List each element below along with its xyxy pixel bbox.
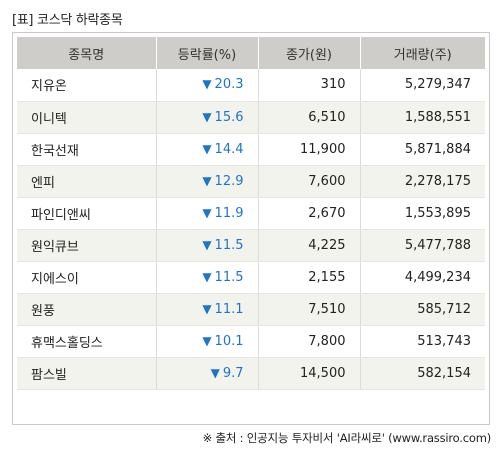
change-rate-value: 14.4 bbox=[214, 141, 244, 157]
change-rate-value: 20.3 bbox=[214, 77, 244, 93]
change-rate-value: 11.9 bbox=[214, 205, 244, 221]
stock-name: 지에스이 bbox=[17, 261, 157, 294]
stock-name: 원익큐브 bbox=[17, 229, 157, 262]
close-price: 310 bbox=[258, 69, 361, 102]
change-rate-value: 11.1 bbox=[214, 301, 244, 317]
stock-name: 파인디앤씨 bbox=[17, 197, 157, 230]
close-price: 4,225 bbox=[258, 229, 361, 262]
table-frame bbox=[12, 32, 490, 425]
column-header-name: 종목명 bbox=[17, 37, 157, 69]
table-body: 지유온 ▼ 20.3 310 5,279,347 이니텍 ▼ 15.6 6,510 1,588,5… bbox=[17, 69, 485, 390]
change-rate: ▼ 11.1 bbox=[156, 293, 259, 326]
trade-volume: 5,477,788 bbox=[360, 229, 485, 262]
change-rate: ▼ 11.5 bbox=[156, 229, 259, 262]
down-triangle-icon: ▼ bbox=[202, 173, 212, 188]
down-triangle-icon: ▼ bbox=[202, 77, 212, 92]
change-rate: ▼ 10.1 bbox=[156, 325, 259, 358]
stock-name: 팜스빌 bbox=[17, 357, 157, 390]
page-title: [표] 코스닥 하락종목 bbox=[12, 13, 123, 28]
close-price: 7,800 bbox=[258, 325, 361, 358]
close-price: 7,600 bbox=[258, 165, 361, 198]
change-rate-value: 9.7 bbox=[222, 365, 244, 381]
change-rate-value: 10.1 bbox=[214, 333, 244, 349]
stock-name: 한국선재 bbox=[17, 133, 157, 166]
change-rate-value: 11.5 bbox=[214, 269, 244, 285]
stock-name: 휴맥스홀딩스 bbox=[17, 325, 157, 358]
stock-name: 엔피 bbox=[17, 165, 157, 198]
down-triangle-icon: ▼ bbox=[202, 301, 212, 316]
table-row: 원풍 ▼ 11.1 7,510 585,712 bbox=[17, 293, 485, 326]
change-rate: ▼ 9.7 bbox=[156, 357, 259, 390]
table-row: 팜스빌 ▼ 9.7 14,500 582,154 bbox=[17, 357, 485, 390]
table-row: 한국선재 ▼ 14.4 11,900 5,871,884 bbox=[17, 133, 485, 166]
trade-volume: 513,743 bbox=[360, 325, 485, 358]
table-row: 원익큐브 ▼ 11.5 4,225 5,477,788 bbox=[17, 229, 485, 262]
change-rate-value: 12.9 bbox=[214, 173, 244, 189]
change-rate: ▼ 14.4 bbox=[156, 133, 259, 166]
trade-volume: 2,278,175 bbox=[360, 165, 485, 198]
table-row: 이니텍 ▼ 15.6 6,510 1,588,551 bbox=[17, 101, 485, 134]
down-triangle-icon: ▼ bbox=[202, 109, 212, 124]
down-triangle-icon: ▼ bbox=[202, 141, 212, 156]
trade-volume: 5,279,347 bbox=[360, 69, 485, 102]
change-rate-value: 11.5 bbox=[214, 237, 244, 253]
stock-name: 이니텍 bbox=[17, 101, 157, 134]
stock-name: 원풍 bbox=[17, 293, 157, 326]
close-price: 11,900 bbox=[258, 133, 361, 166]
trade-volume: 4,499,234 bbox=[360, 261, 485, 294]
trade-volume: 585,712 bbox=[360, 293, 485, 326]
table-row: 휴맥스홀딩스 ▼ 10.1 7,800 513,743 bbox=[17, 325, 485, 358]
down-triangle-icon: ▼ bbox=[202, 333, 212, 348]
change-rate: ▼ 15.6 bbox=[156, 101, 259, 134]
column-header-price: 종가(원) bbox=[258, 37, 361, 69]
close-price: 7,510 bbox=[258, 293, 361, 326]
change-rate-value: 15.6 bbox=[214, 109, 244, 125]
stock-name: 지유온 bbox=[17, 69, 157, 102]
trade-volume: 1,553,895 bbox=[360, 197, 485, 230]
change-rate: ▼ 20.3 bbox=[156, 69, 259, 102]
change-rate: ▼ 11.9 bbox=[156, 197, 259, 230]
trade-volume: 5,871,884 bbox=[360, 133, 485, 166]
table-row: 엔피 ▼ 12.9 7,600 2,278,175 bbox=[17, 165, 485, 198]
close-price: 14,500 bbox=[258, 357, 361, 390]
down-triangle-icon: ▼ bbox=[210, 365, 220, 380]
trade-volume: 582,154 bbox=[360, 357, 485, 390]
trade-volume: 1,588,551 bbox=[360, 101, 485, 134]
table-row: 지에스이 ▼ 11.5 2,155 4,499,234 bbox=[17, 261, 485, 294]
close-price: 2,670 bbox=[258, 197, 361, 230]
down-triangle-icon: ▼ bbox=[202, 269, 212, 284]
close-price: 6,510 bbox=[258, 101, 361, 134]
stock-table: 종목명 등락률(%) 종가(원) 거래량(주) 지유온 ▼ 20.3 310 5,279… bbox=[17, 37, 485, 390]
table-row: 지유온 ▼ 20.3 310 5,279,347 bbox=[17, 69, 485, 102]
change-rate: ▼ 12.9 bbox=[156, 165, 259, 198]
down-triangle-icon: ▼ bbox=[202, 237, 212, 252]
close-price: 2,155 bbox=[258, 261, 361, 294]
down-triangle-icon: ▼ bbox=[202, 205, 212, 220]
change-rate: ▼ 11.5 bbox=[156, 261, 259, 294]
table-header-row: 종목명 등락률(%) 종가(원) 거래량(주) bbox=[17, 37, 485, 69]
source-note: ※ 출처 : 인공지능 투자비서 'AI라씨로' (www.rassiro.co… bbox=[202, 431, 492, 445]
column-header-rate: 등락률(%) bbox=[156, 37, 259, 69]
table-row: 파인디앤씨 ▼ 11.9 2,670 1,553,895 bbox=[17, 197, 485, 230]
column-header-volume: 거래량(주) bbox=[360, 37, 485, 69]
